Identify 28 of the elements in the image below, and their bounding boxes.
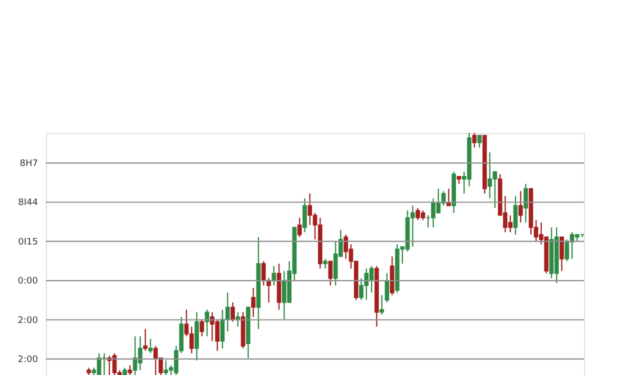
- text: 0I15: [18, 237, 38, 248]
- text: 2:00: [18, 316, 38, 326]
- candlestick: [251, 287, 256, 318]
- candlestick: [297, 217, 302, 238]
- candlestick: [148, 338, 153, 354]
- candlestick: [513, 195, 518, 236]
- candlestick: [323, 258, 328, 270]
- candlestick: [518, 190, 523, 224]
- candlestick: [477, 134, 482, 148]
- candlestick: [524, 183, 528, 224]
- candlestick: [266, 278, 271, 303]
- candlestick: [302, 198, 307, 233]
- candlestick: [225, 292, 230, 332]
- candlestick: [143, 328, 148, 352]
- candlestick: [230, 302, 235, 322]
- text: 0:00: [18, 276, 38, 287]
- candlestick: [380, 294, 384, 316]
- candlestick: [272, 266, 276, 286]
- text: 2:00: [18, 355, 38, 365]
- candlestick: [560, 236, 564, 272]
- text: 8I44: [18, 198, 38, 208]
- candlestick: [328, 260, 333, 286]
- candlestick: [128, 364, 132, 375]
- text: 8H7: [20, 159, 38, 169]
- candlestick: [261, 260, 266, 286]
- candlestick: [446, 188, 451, 206]
- candlestick: [472, 132, 477, 148]
- candlestick: [200, 318, 204, 337]
